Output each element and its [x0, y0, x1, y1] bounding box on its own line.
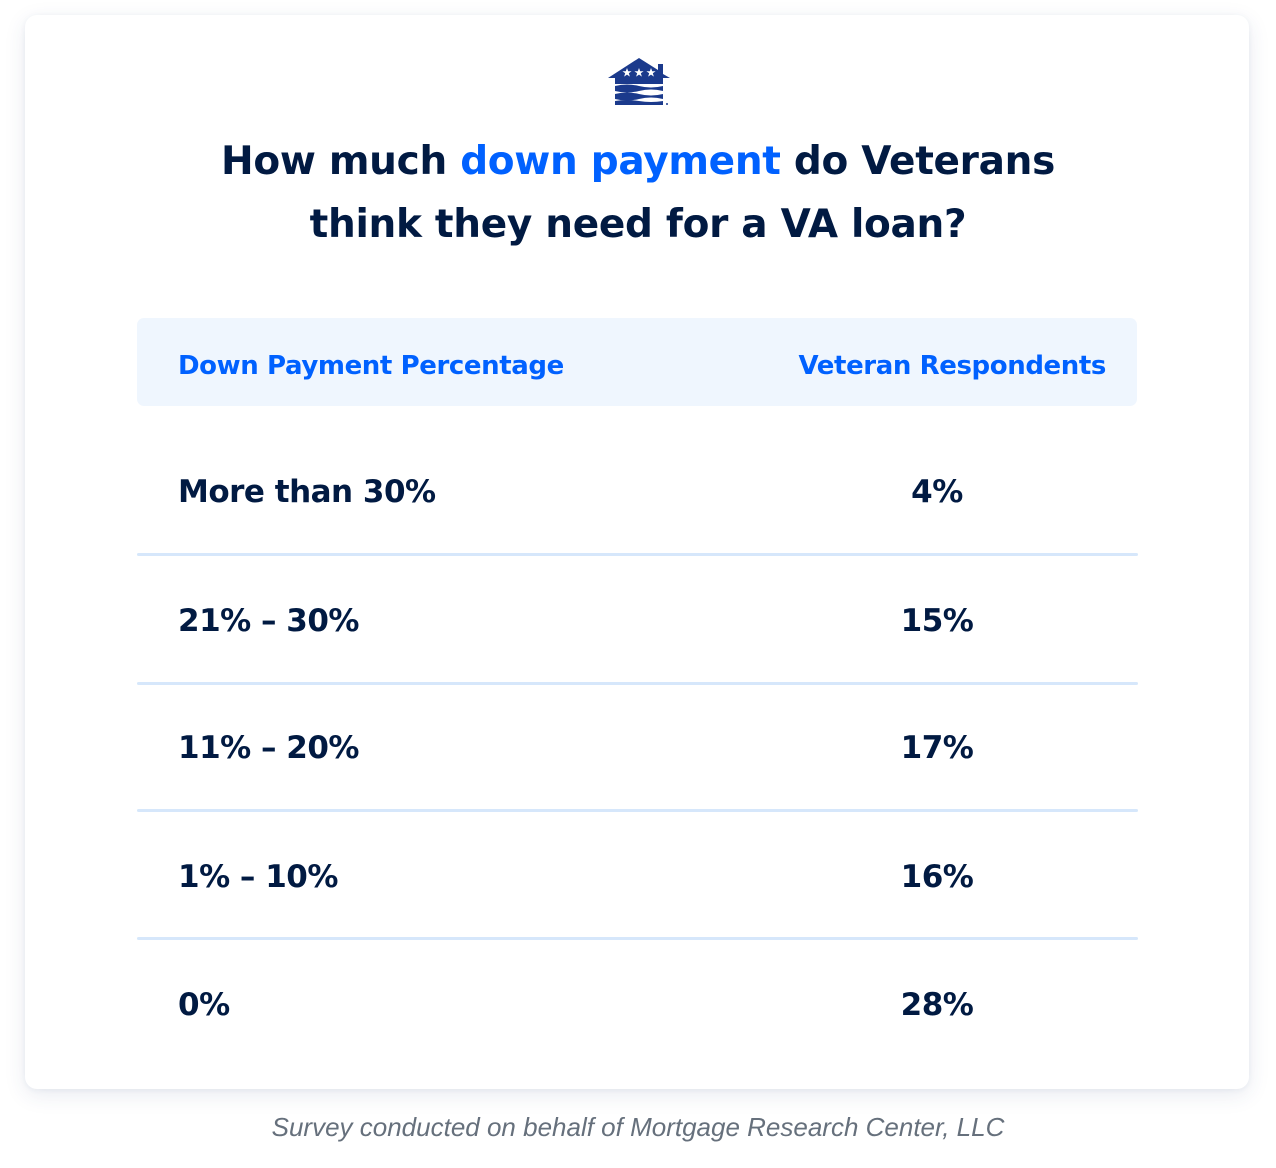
row-respondents: 15%	[900, 603, 974, 639]
source-footnote: Survey conducted on behalf of Mortgage R…	[271, 1112, 1005, 1142]
row-divider	[137, 682, 1138, 685]
title-highlight: down payment	[460, 139, 781, 184]
table-row: 21% – 30% 15%	[137, 557, 1138, 685]
row-respondents: 16%	[900, 859, 974, 895]
infographic-card	[25, 15, 1249, 1089]
title-text: How much	[220, 139, 461, 184]
row-range: 21% – 30%	[178, 603, 360, 639]
row-range: 1% – 10%	[178, 859, 338, 895]
table-row: 11% – 20% 17%	[137, 684, 1138, 812]
row-respondents: 4%	[911, 474, 963, 510]
row-range: More than 30%	[178, 474, 436, 510]
row-range: 0%	[178, 987, 230, 1023]
row-respondents: 28%	[900, 987, 974, 1023]
row-divider	[137, 937, 1138, 940]
house-stars-waves-icon	[608, 58, 670, 105]
row-divider	[137, 809, 1138, 812]
title-line-2: think they need for a VA loan?	[309, 202, 967, 247]
row-divider	[137, 553, 1138, 556]
table-header: Down Payment Percentage Veteran Responde…	[137, 318, 1137, 406]
chart-title: How much down payment do Veterans think …	[0, 130, 1276, 256]
row-range: 11% – 20%	[178, 730, 360, 766]
column-header-respondents: Veteran Respondents	[798, 351, 1107, 381]
title-text: do Veterans	[780, 139, 1056, 184]
table-row: 0% 28%	[137, 941, 1138, 1069]
column-header-down-payment: Down Payment Percentage	[178, 351, 564, 381]
table-row: 1% – 10% 16%	[137, 813, 1138, 941]
table-row: More than 30% 4%	[137, 428, 1138, 556]
row-respondents: 17%	[900, 730, 974, 766]
